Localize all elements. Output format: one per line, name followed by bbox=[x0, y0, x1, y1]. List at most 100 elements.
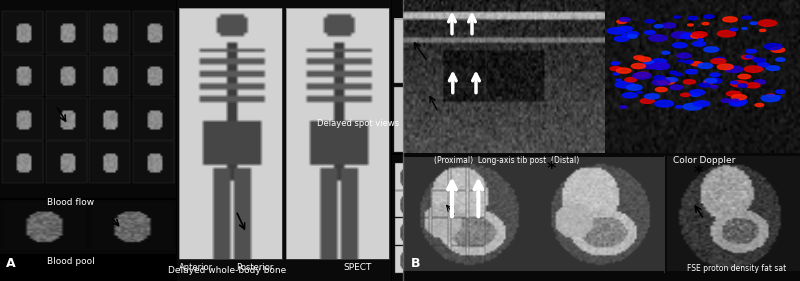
Bar bbox=[46, 55, 87, 96]
Circle shape bbox=[688, 24, 694, 26]
Circle shape bbox=[730, 81, 738, 84]
Circle shape bbox=[759, 29, 766, 31]
Circle shape bbox=[730, 81, 748, 87]
Circle shape bbox=[631, 64, 646, 69]
Circle shape bbox=[714, 57, 726, 61]
Circle shape bbox=[775, 90, 785, 93]
Circle shape bbox=[699, 83, 710, 87]
Bar bbox=[470, 191, 485, 217]
Circle shape bbox=[615, 81, 634, 88]
Circle shape bbox=[711, 58, 726, 64]
Text: Posterior: Posterior bbox=[236, 263, 273, 272]
Bar bbox=[395, 191, 410, 217]
Circle shape bbox=[718, 30, 736, 37]
Text: Delayed spot views: Delayed spot views bbox=[317, 119, 398, 128]
Circle shape bbox=[721, 99, 731, 102]
Bar bbox=[177, 0, 391, 281]
Text: B: B bbox=[410, 257, 420, 270]
Circle shape bbox=[616, 68, 631, 73]
Circle shape bbox=[718, 64, 734, 70]
Circle shape bbox=[776, 58, 785, 61]
Bar bbox=[414, 163, 429, 190]
Bar bbox=[470, 163, 485, 190]
Bar bbox=[2, 141, 43, 183]
Circle shape bbox=[626, 85, 642, 90]
Text: A: A bbox=[6, 257, 15, 270]
Circle shape bbox=[616, 79, 621, 81]
Circle shape bbox=[610, 67, 622, 71]
Circle shape bbox=[651, 63, 670, 69]
Circle shape bbox=[754, 80, 766, 84]
Text: Anterior: Anterior bbox=[179, 263, 213, 272]
Circle shape bbox=[614, 36, 629, 41]
Circle shape bbox=[685, 69, 698, 74]
Circle shape bbox=[690, 34, 704, 38]
Circle shape bbox=[775, 96, 781, 98]
Circle shape bbox=[742, 55, 752, 59]
Circle shape bbox=[675, 106, 682, 108]
Text: (Proximal)  Long-axis tib post  (Distal): (Proximal) Long-axis tib post (Distal) bbox=[434, 156, 579, 165]
Bar bbox=[414, 191, 429, 217]
Bar bbox=[432, 191, 448, 217]
Circle shape bbox=[607, 28, 626, 34]
Circle shape bbox=[710, 85, 718, 88]
Circle shape bbox=[764, 44, 782, 50]
Bar bbox=[90, 11, 130, 53]
Circle shape bbox=[645, 94, 659, 99]
Bar bbox=[392, 0, 488, 153]
Circle shape bbox=[738, 84, 747, 87]
Circle shape bbox=[670, 85, 682, 90]
Bar bbox=[395, 163, 410, 190]
Circle shape bbox=[618, 26, 633, 31]
Circle shape bbox=[710, 73, 720, 77]
Circle shape bbox=[633, 72, 651, 79]
Bar bbox=[470, 218, 485, 245]
Circle shape bbox=[755, 103, 764, 106]
Circle shape bbox=[725, 66, 743, 72]
Text: Blood flow: Blood flow bbox=[47, 198, 94, 207]
Bar bbox=[432, 218, 448, 245]
Circle shape bbox=[643, 60, 654, 64]
Bar bbox=[403, 153, 800, 156]
Circle shape bbox=[698, 63, 713, 68]
Bar bbox=[432, 246, 448, 273]
Circle shape bbox=[670, 71, 678, 74]
Circle shape bbox=[694, 101, 710, 106]
Circle shape bbox=[707, 78, 722, 83]
Circle shape bbox=[746, 49, 757, 53]
Bar bbox=[395, 246, 410, 273]
Bar bbox=[0, 200, 176, 254]
Circle shape bbox=[662, 23, 676, 28]
Circle shape bbox=[771, 47, 785, 52]
Circle shape bbox=[674, 16, 680, 18]
Circle shape bbox=[617, 20, 626, 23]
Circle shape bbox=[640, 99, 654, 103]
Bar bbox=[46, 11, 87, 53]
Text: SPECT: SPECT bbox=[343, 263, 372, 272]
Circle shape bbox=[681, 33, 697, 39]
Circle shape bbox=[751, 57, 756, 59]
Bar bbox=[2, 98, 43, 140]
Circle shape bbox=[625, 78, 637, 82]
Circle shape bbox=[690, 93, 700, 96]
Bar bbox=[392, 155, 488, 281]
Circle shape bbox=[690, 90, 705, 95]
Bar bbox=[0, 254, 176, 257]
Circle shape bbox=[681, 93, 690, 96]
Circle shape bbox=[722, 17, 738, 22]
Circle shape bbox=[729, 101, 745, 106]
Bar bbox=[133, 55, 174, 96]
Circle shape bbox=[662, 51, 670, 54]
Bar bbox=[403, 271, 534, 281]
Circle shape bbox=[698, 39, 703, 41]
Bar bbox=[133, 98, 174, 140]
Circle shape bbox=[704, 47, 719, 52]
Circle shape bbox=[652, 59, 666, 64]
Circle shape bbox=[732, 94, 746, 100]
Circle shape bbox=[619, 18, 630, 21]
Circle shape bbox=[693, 42, 706, 46]
Circle shape bbox=[666, 78, 678, 82]
Circle shape bbox=[677, 53, 691, 58]
Circle shape bbox=[766, 94, 775, 97]
Circle shape bbox=[745, 55, 752, 58]
